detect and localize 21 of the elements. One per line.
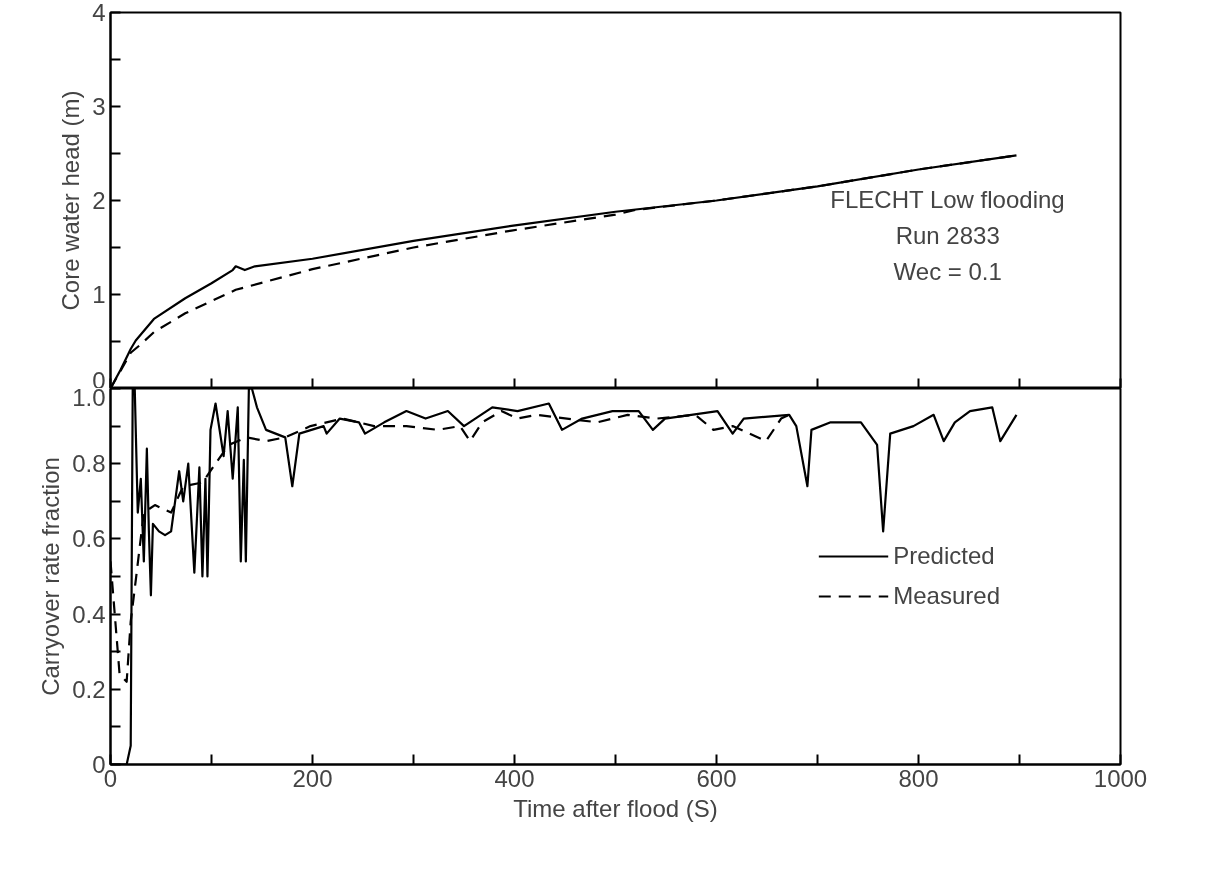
legend-label: Measured (893, 582, 1000, 610)
y-tick-label: 0.8 (72, 450, 106, 478)
x-tick-label: 1000 (1093, 764, 1148, 792)
annotation: Run 2833 (895, 221, 1000, 249)
annotation: FLECHT Low flooding (830, 185, 1065, 213)
annotation: Wec = 0.1 (893, 257, 1002, 285)
y-axis-title: Core water head (m) (57, 90, 85, 311)
y-axis-title: Carryover rate fraction (37, 457, 65, 696)
legend-label: Predicted (893, 542, 995, 570)
y-tick-label: 4 (92, 0, 106, 26)
y-tick-label: 0.4 (72, 600, 106, 628)
x-tick-label: 200 (292, 764, 333, 792)
x-tick-label: 400 (494, 764, 535, 792)
y-tick-label: 1 (92, 281, 106, 308)
y-tick-label: 0.6 (72, 525, 106, 553)
x-tick-label: 600 (696, 764, 737, 792)
y-tick-label: 0.2 (72, 675, 106, 703)
y-tick-label: 3 (92, 93, 106, 120)
x-axis-title: Time after flood (S) (513, 794, 718, 822)
x-tick-label: 800 (898, 764, 939, 792)
y-tick-label: 2 (92, 187, 106, 214)
